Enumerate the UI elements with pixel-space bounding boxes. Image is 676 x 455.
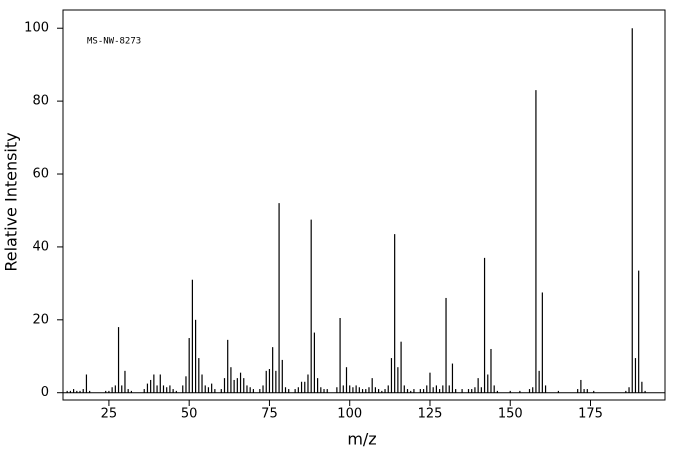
plot-frame [62, 9, 666, 401]
y-tick-label: 40 [32, 239, 49, 254]
x-tick-label: 50 [181, 407, 198, 422]
x-tick-label: 75 [261, 407, 278, 422]
y-tick-label: 80 [32, 94, 49, 109]
y-axis-label: Relative Intensity [2, 132, 21, 271]
y-tick-label: 0 [41, 385, 49, 400]
y-tick-label: 100 [24, 21, 49, 36]
x-tick-label: 125 [418, 407, 443, 422]
x-axis-label: m/z [347, 430, 376, 449]
y-tick-label: 20 [32, 312, 49, 327]
y-tick-label: 60 [32, 167, 49, 182]
x-tick-label: 175 [578, 407, 603, 422]
x-tick-label: 150 [498, 407, 523, 422]
x-tick-label: 100 [337, 407, 362, 422]
annotation: MS-NW-8273 [87, 37, 141, 47]
x-tick-label: 25 [101, 407, 118, 422]
